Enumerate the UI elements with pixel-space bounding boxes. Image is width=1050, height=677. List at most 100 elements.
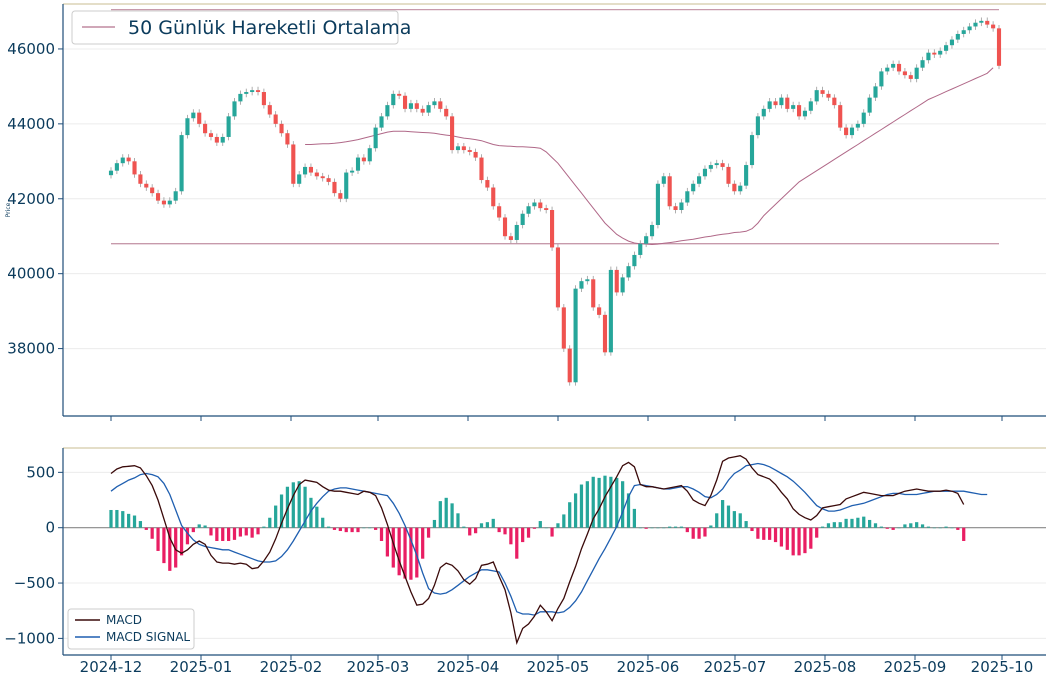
candle-body bbox=[914, 67, 919, 79]
macd-plot-area bbox=[63, 448, 1046, 655]
macd-histogram-bar bbox=[862, 516, 866, 528]
candle-body bbox=[714, 163, 719, 166]
macd-histogram-bar bbox=[803, 527, 807, 554]
macd-histogram-bar bbox=[585, 481, 589, 528]
candle-body bbox=[497, 206, 502, 218]
macd-histogram-bar bbox=[521, 527, 525, 543]
candle-body bbox=[879, 71, 884, 87]
candle-body bbox=[255, 90, 261, 93]
macd-histogram-bar bbox=[526, 527, 531, 538]
macd-line bbox=[110, 455, 965, 646]
candle-body bbox=[873, 86, 878, 98]
candle-body bbox=[179, 135, 184, 192]
candle-body bbox=[544, 208, 549, 210]
macd-histogram-bar bbox=[279, 494, 284, 528]
macd-histogram-bar bbox=[950, 527, 954, 529]
macd-histogram-bar bbox=[903, 524, 907, 528]
candle-body bbox=[314, 172, 319, 177]
candle-body bbox=[891, 63, 896, 68]
macd-y-tick-label: −1000 bbox=[4, 629, 55, 647]
macd-histogram-bar bbox=[873, 523, 878, 528]
macd-histogram-bar bbox=[232, 527, 237, 540]
macd-histogram-bar bbox=[544, 527, 548, 529]
macd-histogram-bar bbox=[315, 506, 319, 528]
candle-body bbox=[297, 174, 302, 184]
candle-body bbox=[350, 170, 355, 173]
candle-body bbox=[949, 39, 955, 46]
macd-histogram-bar bbox=[456, 513, 460, 528]
macd-histogram-bar bbox=[603, 475, 607, 528]
macd-histogram-bar bbox=[779, 527, 784, 547]
macd-histogram-bar bbox=[197, 524, 201, 528]
macd-histogram-bar bbox=[326, 526, 331, 528]
x-tick-label: 2025-03 bbox=[347, 658, 410, 676]
macd-histogram-bar bbox=[309, 497, 313, 528]
macd-histogram-bar bbox=[532, 527, 537, 529]
macd-histogram-bar bbox=[850, 518, 854, 528]
candle-body bbox=[161, 200, 166, 205]
macd-histogram-bar bbox=[726, 505, 731, 528]
candle-body bbox=[308, 166, 314, 173]
price-y-tick-label: 38000 bbox=[7, 340, 55, 358]
candle-body bbox=[444, 108, 449, 117]
candle-body bbox=[220, 136, 225, 143]
candle-body bbox=[538, 202, 543, 209]
x-tick-label: 2025-09 bbox=[884, 658, 947, 676]
macd-histogram-bar bbox=[256, 527, 260, 535]
price-y-axis-label: Price bbox=[5, 202, 12, 217]
macd-histogram-bar bbox=[350, 527, 354, 533]
candle-body bbox=[661, 176, 666, 184]
macd-histogram-bar bbox=[732, 511, 736, 528]
macd-histogram-bar bbox=[374, 527, 378, 530]
candle-body bbox=[191, 112, 196, 119]
candle-body bbox=[955, 33, 960, 40]
candle-body bbox=[126, 157, 131, 162]
macd-histogram-bar bbox=[321, 517, 325, 528]
candle-body bbox=[608, 269, 613, 353]
macd-panel: −1000 −500 0 500 2024-12 2025-01 2025-02 2025-… bbox=[4, 447, 1046, 676]
macd-histogram-bar bbox=[268, 517, 272, 528]
candle-body bbox=[761, 108, 766, 117]
candle-body bbox=[567, 348, 572, 383]
macd-histogram-bar bbox=[962, 527, 966, 541]
macd-legend-label-macd: MACD bbox=[106, 613, 142, 627]
macd-y-tick-label: 500 bbox=[26, 463, 55, 481]
candle-body bbox=[279, 123, 284, 134]
candle-body bbox=[379, 116, 384, 128]
macd-histogram-bar bbox=[632, 508, 637, 528]
macd-histogram-bar bbox=[768, 527, 772, 540]
candle-body bbox=[550, 210, 555, 248]
candle-body bbox=[432, 101, 437, 106]
macd-histogram-bar bbox=[403, 527, 407, 579]
macd-y-ticks: −1000 −500 0 500 bbox=[4, 463, 63, 647]
candle-body bbox=[526, 206, 531, 214]
candle-body bbox=[373, 127, 378, 149]
candle-body bbox=[585, 279, 590, 282]
macd-line-series bbox=[110, 455, 988, 646]
price-y-tick-label: 46000 bbox=[7, 40, 55, 58]
macd-histogram-bar bbox=[838, 522, 842, 528]
candle-body bbox=[285, 133, 290, 145]
macd-histogram-bar bbox=[756, 527, 760, 539]
price-legend: 50 Günlük Hareketli Ortalama bbox=[71, 10, 411, 45]
macd-histogram-bar bbox=[938, 527, 942, 529]
macd-histogram-bar bbox=[609, 476, 613, 528]
candle-body bbox=[926, 52, 931, 61]
macd-histogram-bar bbox=[409, 527, 413, 580]
candle-body bbox=[814, 90, 819, 102]
macd-histogram-bar bbox=[691, 527, 695, 539]
macd-histogram-bar bbox=[397, 527, 401, 576]
candle-body bbox=[573, 288, 578, 383]
macd-histogram-bar bbox=[662, 527, 666, 529]
x-tick-label: 2025-06 bbox=[617, 658, 680, 676]
candle-body bbox=[744, 165, 749, 186]
candle-body bbox=[461, 146, 466, 151]
price-panel: 38000 40000 42000 44000 46000 Price 50 Günlü… bbox=[5, 3, 1046, 421]
macd-histogram-bar bbox=[915, 522, 919, 528]
macd-histogram-bar bbox=[944, 526, 948, 528]
candle-body bbox=[726, 166, 731, 184]
macd-histogram-bar bbox=[168, 527, 172, 571]
price-y-ticks: 38000 40000 42000 44000 46000 bbox=[7, 40, 63, 358]
macd-histogram-bar bbox=[709, 525, 713, 528]
candle-body bbox=[673, 206, 678, 210]
